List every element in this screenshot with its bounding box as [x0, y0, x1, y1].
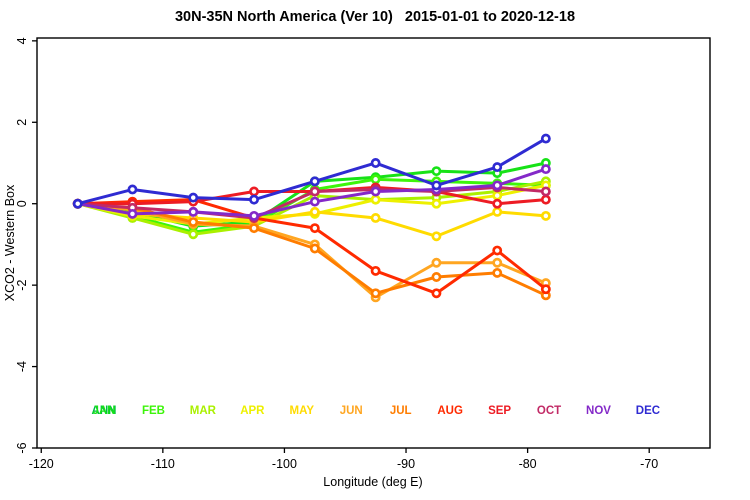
series-marker-dec: [370, 158, 381, 168]
legend-item-feb: FEB: [142, 405, 165, 417]
series-marker-sep: [249, 186, 259, 197]
series-marker-nov: [127, 208, 138, 219]
series-marker-nov: [309, 196, 320, 207]
x-axis-label: Longitude (deg E): [323, 475, 422, 489]
series-marker-jul: [370, 288, 381, 299]
legend-item-nov: NOV: [586, 405, 611, 417]
legend-item-aug: AUG: [437, 405, 463, 417]
plot-border: [36, 37, 711, 449]
series-marker-may: [492, 206, 503, 217]
legend-item-jun: JUN: [340, 405, 363, 417]
series-marker-dec: [249, 194, 259, 205]
series-marker-jul: [431, 272, 442, 282]
y-tick-label: -2: [15, 280, 29, 291]
series-marker-dec: [127, 184, 138, 195]
series-marker-oct: [309, 186, 320, 197]
series-marker-nov: [540, 164, 551, 175]
series-marker-nov: [370, 186, 381, 197]
legend-item-mar: MAR: [190, 405, 217, 417]
series-marker-may: [540, 210, 551, 221]
x-tick-label: -110: [151, 457, 175, 471]
y-tick-label: 0: [15, 200, 29, 207]
legend-item-ann: ANN: [92, 405, 117, 417]
series-marker-may: [370, 213, 381, 223]
series-marker-aug: [492, 245, 503, 256]
series-marker-dec: [431, 180, 442, 191]
legend-item-apr: APR: [240, 405, 265, 417]
series-marker-jul: [492, 267, 503, 278]
x-tick-label: -70: [640, 457, 658, 471]
y-tick-label: 4: [15, 37, 29, 44]
series-marker-aug: [370, 265, 381, 276]
x-tick-label: -100: [272, 457, 297, 471]
y-tick-label: 2: [15, 119, 29, 126]
series-marker-aug: [540, 284, 551, 295]
series-marker-jun: [431, 257, 442, 268]
series-marker-apr: [492, 190, 503, 201]
series-marker-jun: [492, 257, 503, 268]
series-marker-nov: [188, 206, 199, 217]
series-marker-jul: [309, 243, 320, 254]
series-marker-dec: [72, 198, 83, 209]
series-marker-dec: [188, 192, 199, 203]
series-marker-aug: [431, 288, 442, 299]
chart-title: 30N-35N North America (Ver 10) 2015-01-0…: [174, 9, 576, 25]
legend-item-jan: JAN: [92, 405, 115, 417]
series-marker-may: [309, 206, 320, 217]
series-marker-dec: [309, 176, 320, 187]
y-tick-label: -4: [15, 361, 29, 372]
x-tick-label: -120: [29, 457, 54, 471]
series-marker-dec: [540, 133, 551, 144]
series-marker-jan: [431, 166, 442, 177]
series-marker-may: [431, 231, 442, 242]
series-marker-apr: [431, 198, 442, 209]
series-marker-dec: [492, 162, 503, 173]
series-marker-nov: [249, 210, 259, 221]
legend-item-oct: OCT: [537, 405, 561, 417]
y-tick-label: -6: [15, 442, 29, 453]
y-axis-label: XCO2 - Western Box: [3, 184, 17, 301]
series-marker-jul: [188, 217, 199, 227]
x-tick-label: -80: [519, 457, 537, 471]
legend-item-jul: JUL: [390, 405, 412, 417]
series-marker-sep: [492, 198, 503, 209]
series-marker-jul: [249, 223, 259, 234]
series-marker-apr: [370, 194, 381, 205]
series-marker-sep: [540, 194, 551, 205]
series-marker-aug: [309, 223, 320, 234]
series-marker-oct: [540, 186, 551, 197]
series-marker-feb: [370, 174, 381, 185]
series-marker-mar: [188, 229, 199, 240]
legend-item-may: MAY: [290, 405, 315, 417]
x-tick-label: -90: [397, 457, 415, 471]
legend-item-sep: SEP: [488, 405, 511, 417]
legend-item-dec: DEC: [636, 405, 660, 417]
series-marker-nov: [492, 180, 503, 191]
